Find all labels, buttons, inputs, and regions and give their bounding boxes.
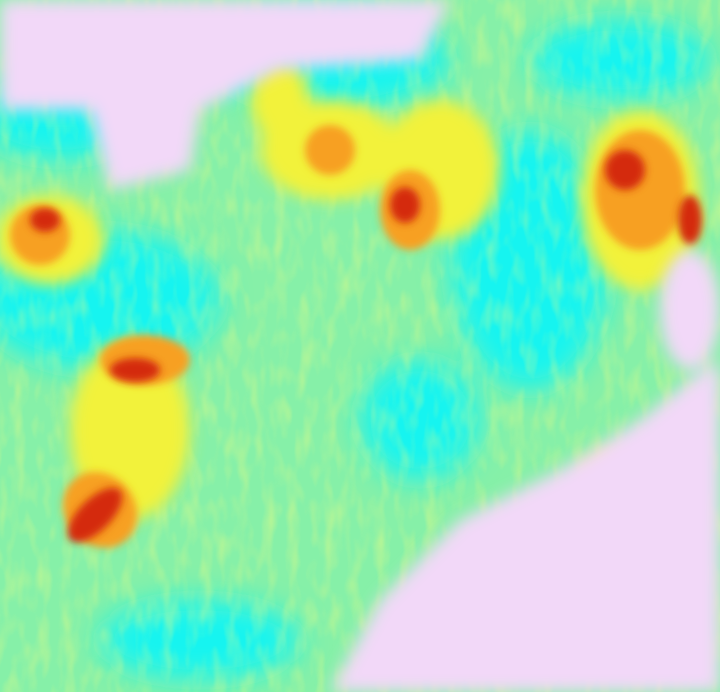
red-hotspots — [30, 150, 702, 543]
